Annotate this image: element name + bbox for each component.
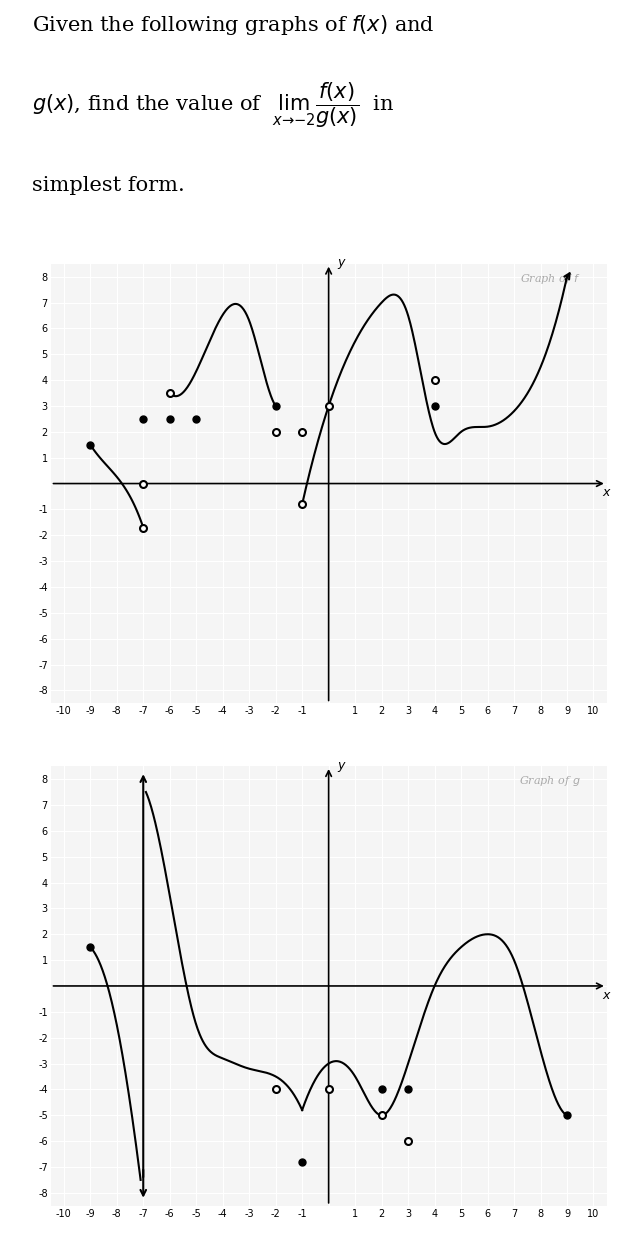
Text: $g(x)$, find the value of  $\lim_{x\to -2}\dfrac{f(x)}{g(x)}$  in: $g(x)$, find the value of $\lim_{x\to -2… [32, 80, 394, 129]
Text: simplest form.: simplest form. [32, 176, 185, 195]
Text: Graph of $g$: Graph of $g$ [519, 774, 580, 789]
Text: $y$: $y$ [337, 257, 346, 271]
Text: Graph of $f$: Graph of $f$ [520, 271, 580, 286]
Text: $y$: $y$ [337, 760, 346, 774]
Text: Given the following graphs of $f(x)$ and: Given the following graphs of $f(x)$ and [32, 13, 434, 36]
Text: $x$: $x$ [602, 486, 612, 500]
Text: $x$: $x$ [602, 988, 612, 1002]
